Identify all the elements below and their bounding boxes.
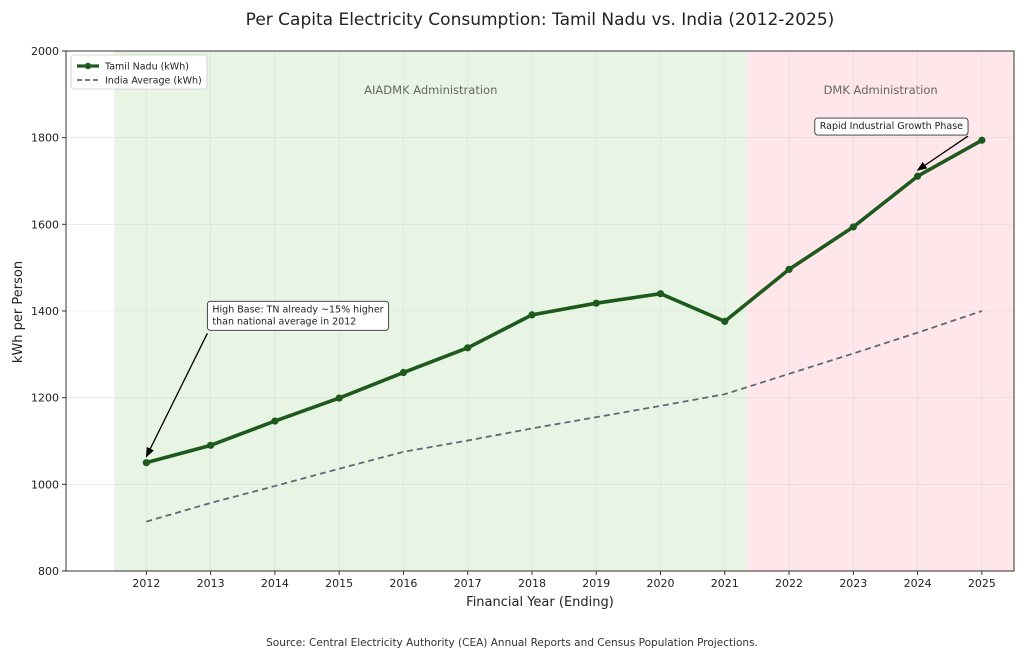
series-point-0 <box>399 368 408 377</box>
y-tick-label: 2000 <box>31 45 59 58</box>
series-line-1 <box>146 310 983 523</box>
annotation-1: Rapid Industrial Growth Phase <box>814 117 969 136</box>
y-tick-label: 1800 <box>31 132 59 145</box>
annotation-arrow <box>145 333 208 458</box>
x-tick-label: 2018 <box>518 577 546 590</box>
region-label-0: AIADMK Administration <box>364 83 497 97</box>
y-tick-label: 1600 <box>31 218 59 231</box>
chart-title: Per Capita Electricity Consumption: Tami… <box>246 10 835 30</box>
series-point-0 <box>528 311 536 319</box>
series-point-0 <box>142 459 150 467</box>
x-tick-label: 2025 <box>968 577 996 590</box>
x-tick-label: 2022 <box>775 577 803 590</box>
x-tick-label: 2016 <box>389 577 417 590</box>
legend-label-1: India Average (kWh) <box>105 76 202 87</box>
series-point-0 <box>335 394 343 402</box>
source-note: Source: Central Electricity Authority (C… <box>266 637 758 649</box>
x-tick-label: 2013 <box>197 577 225 590</box>
x-tick-label: 2024 <box>904 577 932 590</box>
series-point-0 <box>271 417 279 425</box>
series-point-0 <box>721 317 729 325</box>
legend: Tamil Nadu (kWh) India Average (kWh) <box>70 54 208 90</box>
annotation-text: than national average in 2012 <box>212 316 356 327</box>
ticks-layer: 2012 2013 2014 2015 2016 2017 2018 2019 2020 2021… <box>31 45 996 590</box>
series-point-0 <box>978 136 986 144</box>
x-tick-label: 2014 <box>261 577 289 590</box>
x-tick-label: 2020 <box>647 577 675 590</box>
annotation-text: Rapid Industrial Growth Phase <box>820 121 963 132</box>
series-point-0 <box>656 290 665 298</box>
x-tick-label: 2015 <box>325 577 353 590</box>
y-tick-label: 1000 <box>31 478 59 491</box>
region-label-1: DMK Administration <box>824 83 938 97</box>
y-tick-label: 800 <box>38 565 59 578</box>
x-tick-label: 2019 <box>582 577 610 590</box>
x-tick-label: 2017 <box>454 577 482 590</box>
x-tick-label: 2023 <box>839 577 867 590</box>
series-point-0 <box>913 172 922 180</box>
y-axis-label: kWh per Person <box>11 261 26 363</box>
legend-marker-0 <box>84 62 92 70</box>
series-line-0 <box>145 138 983 465</box>
x-tick-label: 2012 <box>132 577 160 590</box>
annotation-box <box>814 117 969 136</box>
series-point-0 <box>464 344 472 352</box>
annotation-text: High Base: TN already ~15% higher <box>212 304 383 315</box>
y-tick-label: 1200 <box>31 392 59 405</box>
legend-box <box>70 54 208 90</box>
series-point-0 <box>592 299 600 307</box>
series-point-0 <box>785 265 793 273</box>
series-point-0 <box>849 223 857 231</box>
x-axis-label: Financial Year (Ending) <box>466 595 614 610</box>
legend-label-0: Tamil Nadu (kWh) <box>104 62 189 73</box>
series-point-0 <box>207 441 215 449</box>
y-tick-label: 1400 <box>31 305 59 318</box>
x-tick-label: 2021 <box>711 577 739 590</box>
series-layer <box>142 136 986 523</box>
annotation-arrow <box>916 135 969 171</box>
annotation-box <box>206 300 390 331</box>
